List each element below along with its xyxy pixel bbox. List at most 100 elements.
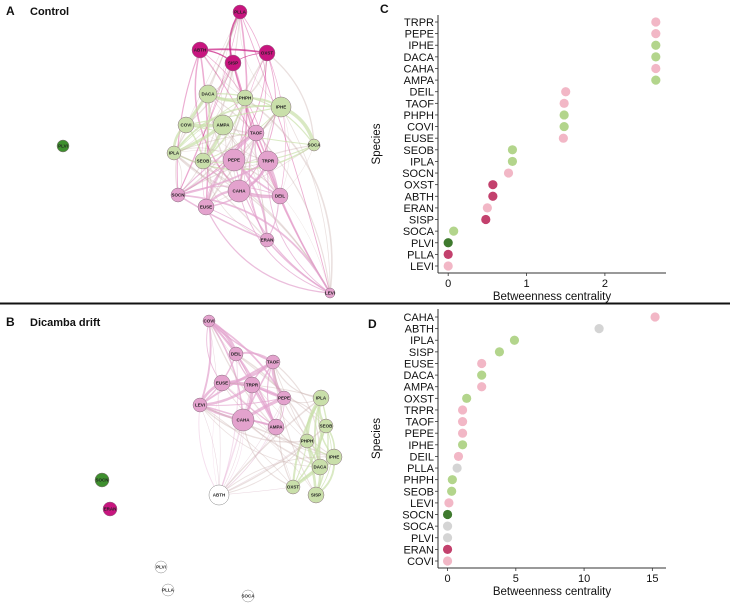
y-tick-label: TAOF	[405, 98, 434, 110]
node-circle	[285, 479, 301, 495]
node-label: CAHA	[233, 189, 247, 194]
node-circle	[212, 114, 234, 136]
network-edge	[199, 320, 212, 406]
network-edge	[239, 11, 331, 294]
network-node-deil: DEIL	[228, 346, 244, 362]
node-label: OXST	[287, 485, 300, 490]
x-tick-label: 1	[523, 278, 529, 290]
data-point-socn	[442, 509, 453, 520]
data-point-seob	[447, 486, 457, 496]
y-tick-label: EUSE	[404, 133, 434, 145]
network-node-oxst: OXST	[258, 44, 276, 62]
network-edge	[173, 144, 315, 171]
network-node-oxst: OXST	[285, 479, 301, 495]
network-edge	[238, 190, 331, 294]
network-edge	[177, 52, 268, 196]
network-node-socn: SOCN	[170, 187, 186, 203]
y-tick-label: PEPE	[405, 428, 434, 440]
y-tick-label: ERAN	[403, 544, 434, 556]
data-point-plla	[452, 463, 462, 473]
data-point-sisp	[494, 347, 505, 357]
panel-title-control: Control	[30, 6, 69, 18]
data-point-eran	[482, 203, 492, 213]
node-circle	[197, 198, 215, 216]
node-circle	[311, 458, 329, 476]
y-tick-label: TAOF	[405, 417, 434, 429]
network-edge	[207, 93, 331, 294]
network-node-abth: ABTH	[191, 41, 209, 59]
data-point-trpr	[457, 405, 468, 415]
node-label: EUSE	[200, 205, 212, 210]
network-edge	[267, 160, 331, 294]
network-node-plla: PLLA	[232, 4, 248, 20]
data-point-sisp	[481, 214, 491, 225]
network-edge	[218, 440, 308, 496]
data-point-ampa	[477, 382, 487, 392]
network-edge	[239, 11, 267, 134]
panel-letter-d: D	[368, 317, 377, 331]
node-circle	[177, 116, 195, 134]
network-node-soca: SOCA	[307, 138, 321, 152]
y-tick-label: SEOB	[403, 145, 434, 157]
x-axis-label: Betweenness centrality	[493, 291, 612, 303]
x-tick-label: 15	[646, 573, 658, 585]
node-label: TRPR	[262, 159, 275, 164]
node-label: SEOB	[320, 424, 334, 429]
network-node-pepe: PEPE	[222, 148, 246, 172]
node-label: DACA	[314, 465, 328, 470]
node-label: ABTH	[194, 48, 207, 53]
node-circle	[241, 589, 255, 603]
y-tick-label: IPLA	[410, 156, 435, 168]
x-axis-label: Betweenness centrality	[493, 586, 612, 598]
node-label: IPLA	[316, 396, 327, 401]
y-tick-label: DACA	[403, 52, 434, 64]
network-node-socn: SOCN	[94, 472, 110, 488]
node-label: DEIL	[231, 352, 242, 357]
network-edge	[272, 361, 335, 458]
network-edge	[212, 382, 223, 496]
network-node-ampa: AMPA	[212, 114, 234, 136]
node-label: PEPE	[278, 396, 290, 401]
node-label: LEVI	[195, 403, 205, 408]
network-edge	[202, 52, 268, 162]
node-label: IPLA	[169, 151, 180, 156]
node-circle	[257, 150, 279, 172]
network-node-phph: PHPH	[299, 433, 315, 449]
network-edge	[199, 49, 209, 208]
y-tick-label: PLVI	[411, 533, 434, 545]
network-edge	[199, 397, 285, 406]
network-edge	[221, 382, 322, 399]
y-tick-label: PHPH	[403, 475, 434, 487]
data-point-pepe	[651, 29, 661, 39]
y-tick-label: PLLA	[407, 249, 435, 261]
y-tick-label: COVI	[407, 556, 434, 568]
data-point-plvi	[442, 533, 453, 543]
node-circle	[224, 54, 242, 72]
data-point-plvi	[443, 238, 453, 248]
panel-letter-a: A	[6, 4, 15, 18]
y-tick-label: SISP	[409, 215, 434, 227]
chart-d-betweenness-dicamba: CAHAABTHIPLASISPEUSEDACAAMPAOXSTTRPRTAOF…	[371, 309, 666, 598]
network-node-ipla: IPLA	[166, 145, 182, 161]
node-label: DEIL	[275, 194, 286, 199]
network-edge	[177, 132, 257, 196]
data-point-trpr	[651, 17, 661, 27]
node-circle	[232, 4, 248, 20]
network-edge	[173, 105, 282, 154]
network-node-eran: ERAN	[102, 501, 118, 517]
panel-letter-b: B	[6, 315, 15, 329]
node-circle	[56, 139, 70, 153]
network-edge	[208, 320, 244, 421]
node-circle	[265, 354, 281, 370]
data-point-soca	[442, 521, 453, 531]
network-edge	[205, 206, 331, 294]
node-label: PHPH	[239, 96, 252, 101]
node-label: PLVI	[156, 565, 166, 570]
y-tick-label: TRPR	[404, 405, 434, 417]
network-edge	[244, 97, 333, 294]
data-point-pepe	[457, 428, 468, 438]
node-circle	[166, 145, 182, 161]
network-edge	[218, 397, 285, 496]
network-node-plvi: PLVI	[154, 560, 168, 574]
network-node-trpr: TRPR	[257, 150, 279, 172]
